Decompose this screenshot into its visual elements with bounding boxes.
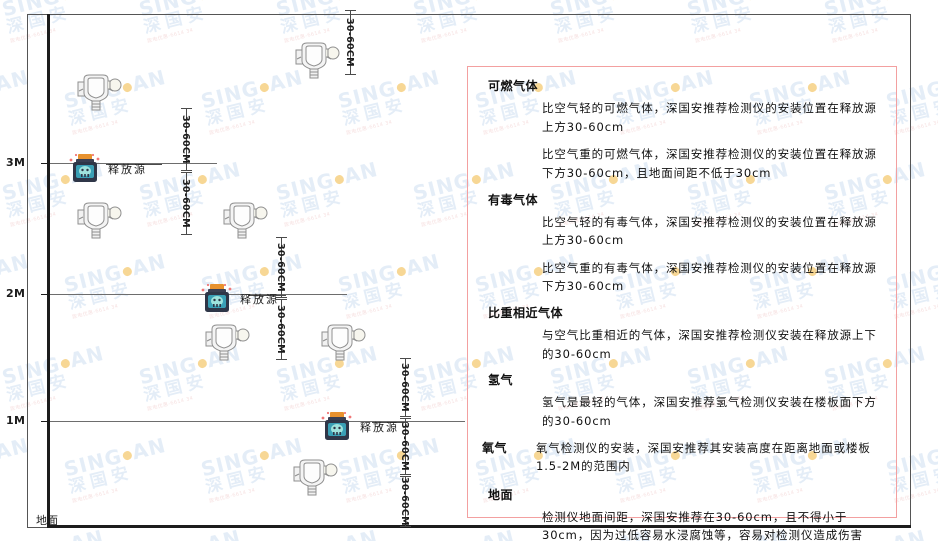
panel-section: 有毒气体 比空气轻的有毒气体，深国安推荐检测仪的安装位置在释放源上方30-60cm…	[482, 191, 882, 297]
level-tick	[41, 163, 48, 164]
panel-section-title: 可燃气体	[488, 79, 539, 93]
dimension-cap-bottom	[181, 234, 192, 235]
panel-section-body: 比空气轻的有毒气体，深国安推荐检测仪的安装位置在释放源上方30-60cm 比空气重…	[482, 213, 882, 297]
dimension-cap-top	[400, 476, 411, 477]
dimension-cap-top	[181, 172, 192, 173]
level-gridline-3m	[47, 163, 217, 164]
panel-section-title: 有毒气体	[488, 192, 539, 207]
dimension-line	[281, 237, 282, 297]
panel-paragraph: 比空气重的有毒气体，深国安推荐检测仪的安装位置在释放源下方30-60cm	[542, 260, 877, 294]
panel-paragraph: 比空气轻的有毒气体，深国安推荐检测仪的安装位置在释放源上方30-60cm	[542, 214, 877, 248]
ground-axis	[47, 525, 911, 528]
dimension-label: 30-60CM	[180, 115, 191, 164]
recommendation-panel: 可燃气体 比空气轻的可燃气体，深国安推荐检测仪的安装位置在释放源上方30-60cm…	[467, 66, 897, 541]
dimension-line	[186, 172, 187, 234]
release-source-label: 释放源	[360, 421, 399, 434]
panel-paragraph: 与空气比重相近的气体，深国安推荐检测仪安装在释放源上下的30-60cm	[542, 328, 877, 361]
panel-section: 氧气 氧气检测仪的安装，深国安推荐其安装高度在距离地面或楼板1.5-2M的范围内	[482, 439, 882, 476]
dimension-cap-top	[181, 108, 192, 109]
dimension-line	[405, 358, 406, 416]
panel-paragraph: 氧气检测仪的安装，深国安推荐其安装高度在距离地面或楼板1.5-2M的范围内	[536, 440, 871, 474]
level-gridline-1m	[47, 421, 465, 422]
ground-label: 地面	[36, 514, 58, 527]
dimension-cap-top	[276, 299, 287, 300]
level-label-3m: 3M	[6, 156, 26, 169]
level-tick	[41, 294, 48, 295]
vertical-axis	[47, 14, 50, 528]
panel-section-title: 比重相近气体	[488, 306, 564, 320]
level-label-2m: 2M	[6, 287, 26, 300]
dimension-line	[350, 10, 351, 74]
dimension-line	[186, 108, 187, 170]
release-source-label: 释放源	[240, 293, 279, 306]
panel-section-title: 氢气	[488, 373, 514, 388]
dimension-line	[405, 418, 406, 474]
dimension-cap-top	[345, 10, 356, 11]
panel-section-title: 氧气	[482, 440, 508, 455]
gas-detector-icon	[218, 198, 274, 246]
dimension-cap-bottom	[400, 474, 411, 475]
leader-line	[248, 295, 286, 296]
panel-section: 地面检测仪地面间距，深国安推荐在30-60cm，且不得小于30cm，因为过低容易…	[482, 486, 882, 541]
dimension-label: 30-60CM	[275, 305, 286, 354]
dimension-label: 30-60CM	[399, 363, 410, 412]
panel-section: 可燃气体 比空气轻的可燃气体，深国安推荐检测仪的安装位置在释放源上方30-60cm…	[482, 77, 882, 183]
panel-paragraph: 检测仪地面间距，深国安推荐在30-60cm，且不得小于30cm，因为过低容易水浸…	[542, 509, 863, 541]
dimension-cap-bottom	[276, 359, 287, 360]
dimension-label: 30-60CM	[399, 422, 410, 471]
leader-line	[372, 422, 408, 423]
panel-section: 氢气氢气是最轻的气体，深国安推荐氢气检测仪安装在楼板面下方的30-60cm	[482, 371, 882, 430]
panel-section-title: 地面	[488, 487, 514, 502]
gas-detector-icon	[288, 455, 344, 503]
panel-section-body: 比空气轻的可燃气体，深国安推荐检测仪的安装位置在释放源上方30-60cm 比空气重…	[482, 99, 882, 183]
dimension-cap-top	[400, 418, 411, 419]
dimension-label: 30-60CM	[180, 179, 191, 228]
gas-detector-icon	[290, 38, 346, 86]
release-source-icon	[320, 410, 354, 446]
dimension-cap-bottom	[276, 297, 287, 298]
dimension-label: 30-60CM	[275, 243, 286, 292]
level-tick	[41, 421, 48, 422]
release-source-icon	[200, 282, 234, 318]
dimension-label: 30-60CM	[399, 477, 410, 526]
panel-paragraph: 氢气是最轻的气体，深国安推荐氢气检测仪安装在楼板面下方的30-60cm	[542, 395, 877, 428]
level-gridline-2m	[47, 294, 347, 295]
gas-detector-icon	[200, 320, 256, 368]
panel-paragraph: 比空气轻的可燃气体，深国安推荐检测仪的安装位置在释放源上方30-60cm	[542, 101, 877, 134]
gas-detector-icon	[316, 320, 372, 368]
level-label-1m: 1M	[6, 414, 26, 427]
dimension-cap-bottom	[400, 526, 411, 527]
dimension-cap-bottom	[400, 416, 411, 417]
dimension-line	[281, 299, 282, 359]
panel-section-body: 检测仪地面间距，深国安推荐在30-60cm，且不得小于30cm，因为过低容易水浸…	[482, 508, 882, 541]
release-source-icon	[68, 152, 102, 188]
panel-section: 比重相近气体与空气比重相近的气体，深国安推荐检测仪安装在释放源上下的30-60c…	[482, 304, 882, 363]
release-source-label: 释放源	[108, 163, 147, 176]
panel-section-body: 与空气比重相近的气体，深国安推荐检测仪安装在释放源上下的30-60cm	[482, 326, 882, 363]
panel-paragraph: 比空气重的可燃气体，深国安推荐检测仪的安装位置在释放源下方30-60cm，且地面…	[542, 147, 877, 180]
dimension-line	[405, 476, 406, 526]
gas-detector-icon	[72, 70, 128, 118]
dimension-cap-bottom	[181, 170, 192, 171]
panel-section-body: 氢气是最轻的气体，深国安推荐氢气检测仪安装在楼板面下方的30-60cm	[482, 393, 882, 430]
dimension-cap-bottom	[345, 74, 356, 75]
dimension-cap-top	[400, 358, 411, 359]
dimension-cap-top	[276, 237, 287, 238]
leader-line	[106, 164, 162, 165]
gas-detector-icon	[72, 198, 128, 246]
